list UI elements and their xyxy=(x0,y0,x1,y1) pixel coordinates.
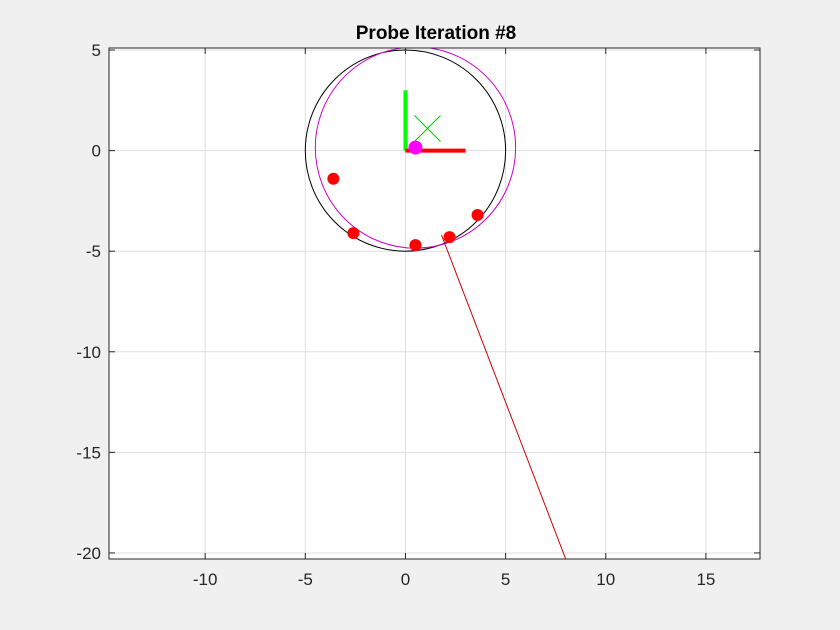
axes: -10 -5 0 5 10 15 5 0 -5 -10 -15 -20 xyxy=(76,41,761,589)
probe-path-line xyxy=(441,234,567,559)
target-marker-stroke xyxy=(414,115,441,142)
y-tick-label: -10 xyxy=(76,343,101,362)
probe-point xyxy=(471,208,484,221)
plot-data xyxy=(304,48,567,559)
y-tick-label: 5 xyxy=(92,41,101,60)
probe-point xyxy=(409,239,422,252)
x-tick-label: 10 xyxy=(596,570,615,589)
probe-point xyxy=(327,172,340,185)
y-tick-label: -5 xyxy=(86,242,101,261)
probe-point xyxy=(443,231,456,244)
y-tick-label: 0 xyxy=(92,142,101,161)
y-tick-label: -15 xyxy=(76,443,101,462)
plot-area xyxy=(109,48,760,559)
data-group xyxy=(304,48,567,559)
x-tick-label: 0 xyxy=(401,570,410,589)
fitted-center-point xyxy=(408,140,423,155)
x-tick-label: -10 xyxy=(193,570,218,589)
chart-title: Probe Iteration #8 xyxy=(356,23,517,44)
x-tick-label: 15 xyxy=(696,570,715,589)
x-tick-label: -5 xyxy=(298,570,313,589)
x-tick-label: 5 xyxy=(501,570,510,589)
probe-point xyxy=(347,227,360,240)
y-tick-label: -20 xyxy=(76,544,101,563)
axes-box xyxy=(108,47,761,560)
